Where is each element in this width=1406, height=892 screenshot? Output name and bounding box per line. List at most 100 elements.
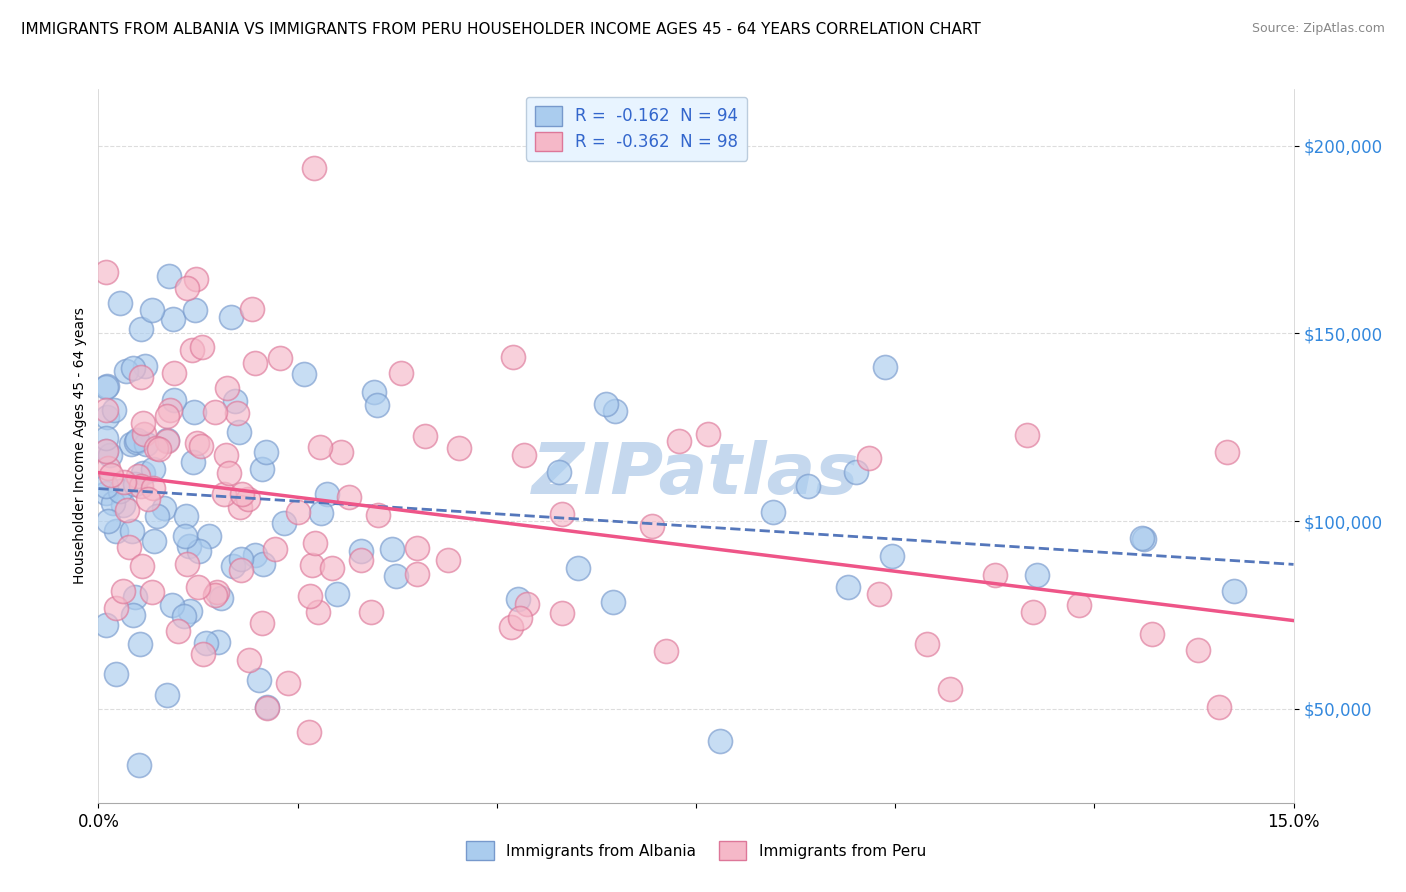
Point (145, 441, 167, 455)
Point (1022, 605, 1045, 619)
Point (304, 536, 326, 550)
Point (254, 444, 277, 458)
Point (212, 487, 235, 501)
Point (366, 398, 388, 412)
Point (868, 587, 890, 601)
Point (108, 484, 131, 499)
Point (502, 350, 524, 364)
Point (160, 598, 183, 612)
Point (118, 540, 141, 554)
Point (162, 312, 184, 326)
Point (389, 366, 412, 380)
Point (108, 296, 131, 310)
Point (145, 508, 167, 523)
Point (177, 539, 200, 553)
Point (219, 310, 242, 324)
Point (124, 476, 146, 491)
Point (292, 367, 315, 381)
Point (308, 440, 330, 454)
Point (129, 478, 152, 492)
Point (96, 265, 118, 279)
Point (845, 465, 868, 479)
Point (214, 448, 236, 462)
Point (218, 466, 240, 480)
Point (96, 410, 118, 425)
Point (148, 442, 170, 456)
Point (198, 529, 221, 543)
Point (204, 405, 226, 419)
Point (1187, 642, 1209, 657)
Point (143, 534, 166, 549)
Point (132, 417, 155, 431)
Point (111, 498, 134, 512)
Point (115, 502, 138, 516)
Point (132, 466, 155, 480)
Point (226, 406, 249, 420)
Point (240, 301, 263, 316)
Point (127, 468, 149, 483)
Point (142, 461, 165, 475)
Point (96, 618, 118, 632)
Point (153, 500, 176, 515)
Point (512, 448, 534, 462)
Point (194, 636, 217, 650)
Point (173, 609, 195, 624)
Point (301, 558, 323, 572)
Point (104, 667, 127, 681)
Point (602, 595, 624, 609)
Point (190, 439, 212, 453)
Point (655, 644, 678, 658)
Point (156, 433, 179, 447)
Point (415, 429, 437, 443)
Point (224, 394, 246, 409)
Point (256, 699, 278, 714)
Y-axis label: Householder Income Ages 45 - 64 years: Householder Income Ages 45 - 64 years (73, 308, 87, 584)
Point (1223, 584, 1246, 599)
Point (105, 601, 128, 615)
Point (797, 479, 820, 493)
Point (1069, 598, 1091, 612)
Point (1216, 445, 1239, 459)
Point (174, 508, 197, 523)
Point (337, 490, 360, 504)
Point (668, 434, 690, 449)
Point (184, 302, 207, 317)
Point (184, 271, 207, 285)
Point (217, 381, 239, 395)
Point (939, 682, 962, 697)
Point (321, 561, 343, 575)
Point (1015, 428, 1038, 442)
Point (131, 559, 153, 574)
Point (250, 462, 273, 476)
Point (176, 557, 198, 571)
Point (205, 584, 228, 599)
Point (125, 434, 148, 449)
Point (697, 426, 720, 441)
Point (159, 402, 181, 417)
Point (96, 430, 118, 444)
Point (277, 676, 299, 690)
Point (595, 397, 617, 411)
Point (256, 701, 278, 715)
Point (125, 433, 148, 447)
Point (269, 351, 291, 366)
Text: Source: ZipAtlas.com: Source: ZipAtlas.com (1251, 22, 1385, 36)
Point (882, 549, 904, 563)
Point (120, 437, 142, 451)
Point (406, 567, 429, 582)
Point (228, 425, 250, 439)
Point (250, 615, 273, 630)
Point (207, 635, 229, 649)
Point (163, 366, 186, 380)
Point (96, 479, 118, 493)
Point (181, 343, 204, 357)
Point (326, 587, 349, 601)
Point (121, 608, 143, 623)
Point (350, 553, 373, 567)
Point (516, 597, 538, 611)
Point (174, 529, 197, 543)
Point (363, 385, 385, 400)
Point (302, 161, 325, 175)
Point (156, 688, 179, 702)
Point (156, 409, 179, 424)
